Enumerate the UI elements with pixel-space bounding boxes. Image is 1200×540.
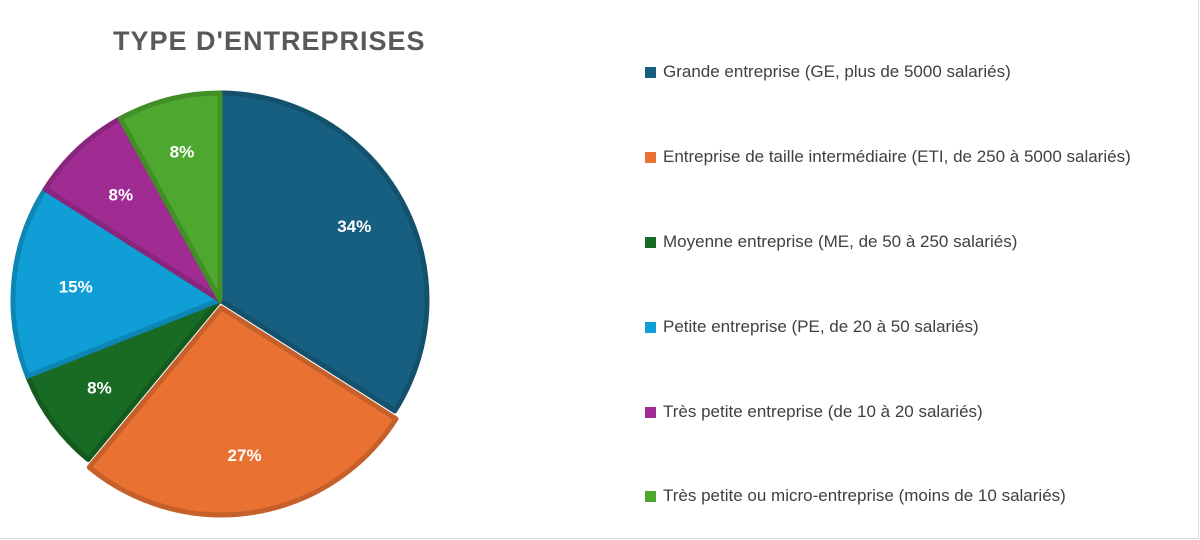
slice-label-4: 15% [59, 277, 93, 296]
slice-label-1: 34% [337, 217, 371, 236]
pie-slice-1 [217, 90, 430, 414]
pie-slice-4 [10, 186, 223, 379]
legend-label: Moyenne entreprise (ME, de 50 à 250 sala… [663, 232, 1018, 251]
legend-item: Moyenne entreprise (ME, de 50 à 250 sala… [645, 232, 1017, 252]
legend-label: Très petite entreprise (de 10 à 20 salar… [663, 402, 983, 421]
legend-swatch [645, 66, 656, 78]
legend-swatch [645, 406, 656, 418]
pie-slice-6 [117, 90, 223, 303]
slice-label-2: 27% [228, 446, 262, 465]
pie-chart: 34% 27% 8% 15% 8% 8% [10, 90, 430, 518]
legend-item: Petite entreprise (PE, de 20 à 50 salari… [645, 317, 979, 337]
legend-item: Très petite ou micro-entreprise (moins d… [645, 486, 1066, 506]
slice-label-6: 8% [170, 143, 195, 162]
legend-label: Petite entreprise (PE, de 20 à 50 salari… [663, 317, 979, 336]
legend-item: Grande entreprise (GE, plus de 5000 sala… [645, 62, 1011, 82]
slice-label-5: 8% [109, 185, 134, 204]
legend-swatch [645, 236, 656, 248]
legend-swatch [645, 321, 656, 333]
legend-label: Très petite ou micro-entreprise (moins d… [663, 486, 1066, 505]
legend-label: Entreprise de taille intermédiaire (ETI,… [663, 147, 1131, 166]
pie-slice-2 [86, 305, 399, 518]
legend-item: Très petite entreprise (de 10 à 20 salar… [645, 402, 983, 422]
chart-title: TYPE D'ENTREPRISES [113, 26, 426, 56]
legend: Grande entreprise (GE, plus de 5000 sala… [645, 0, 1195, 540]
legend-swatch [645, 490, 656, 502]
legend-item: Entreprise de taille intermédiaire (ETI,… [645, 147, 1131, 167]
legend-swatch [645, 151, 656, 163]
legend-label: Grande entreprise (GE, plus de 5000 sala… [663, 62, 1011, 81]
slice-label-3: 8% [87, 379, 112, 398]
